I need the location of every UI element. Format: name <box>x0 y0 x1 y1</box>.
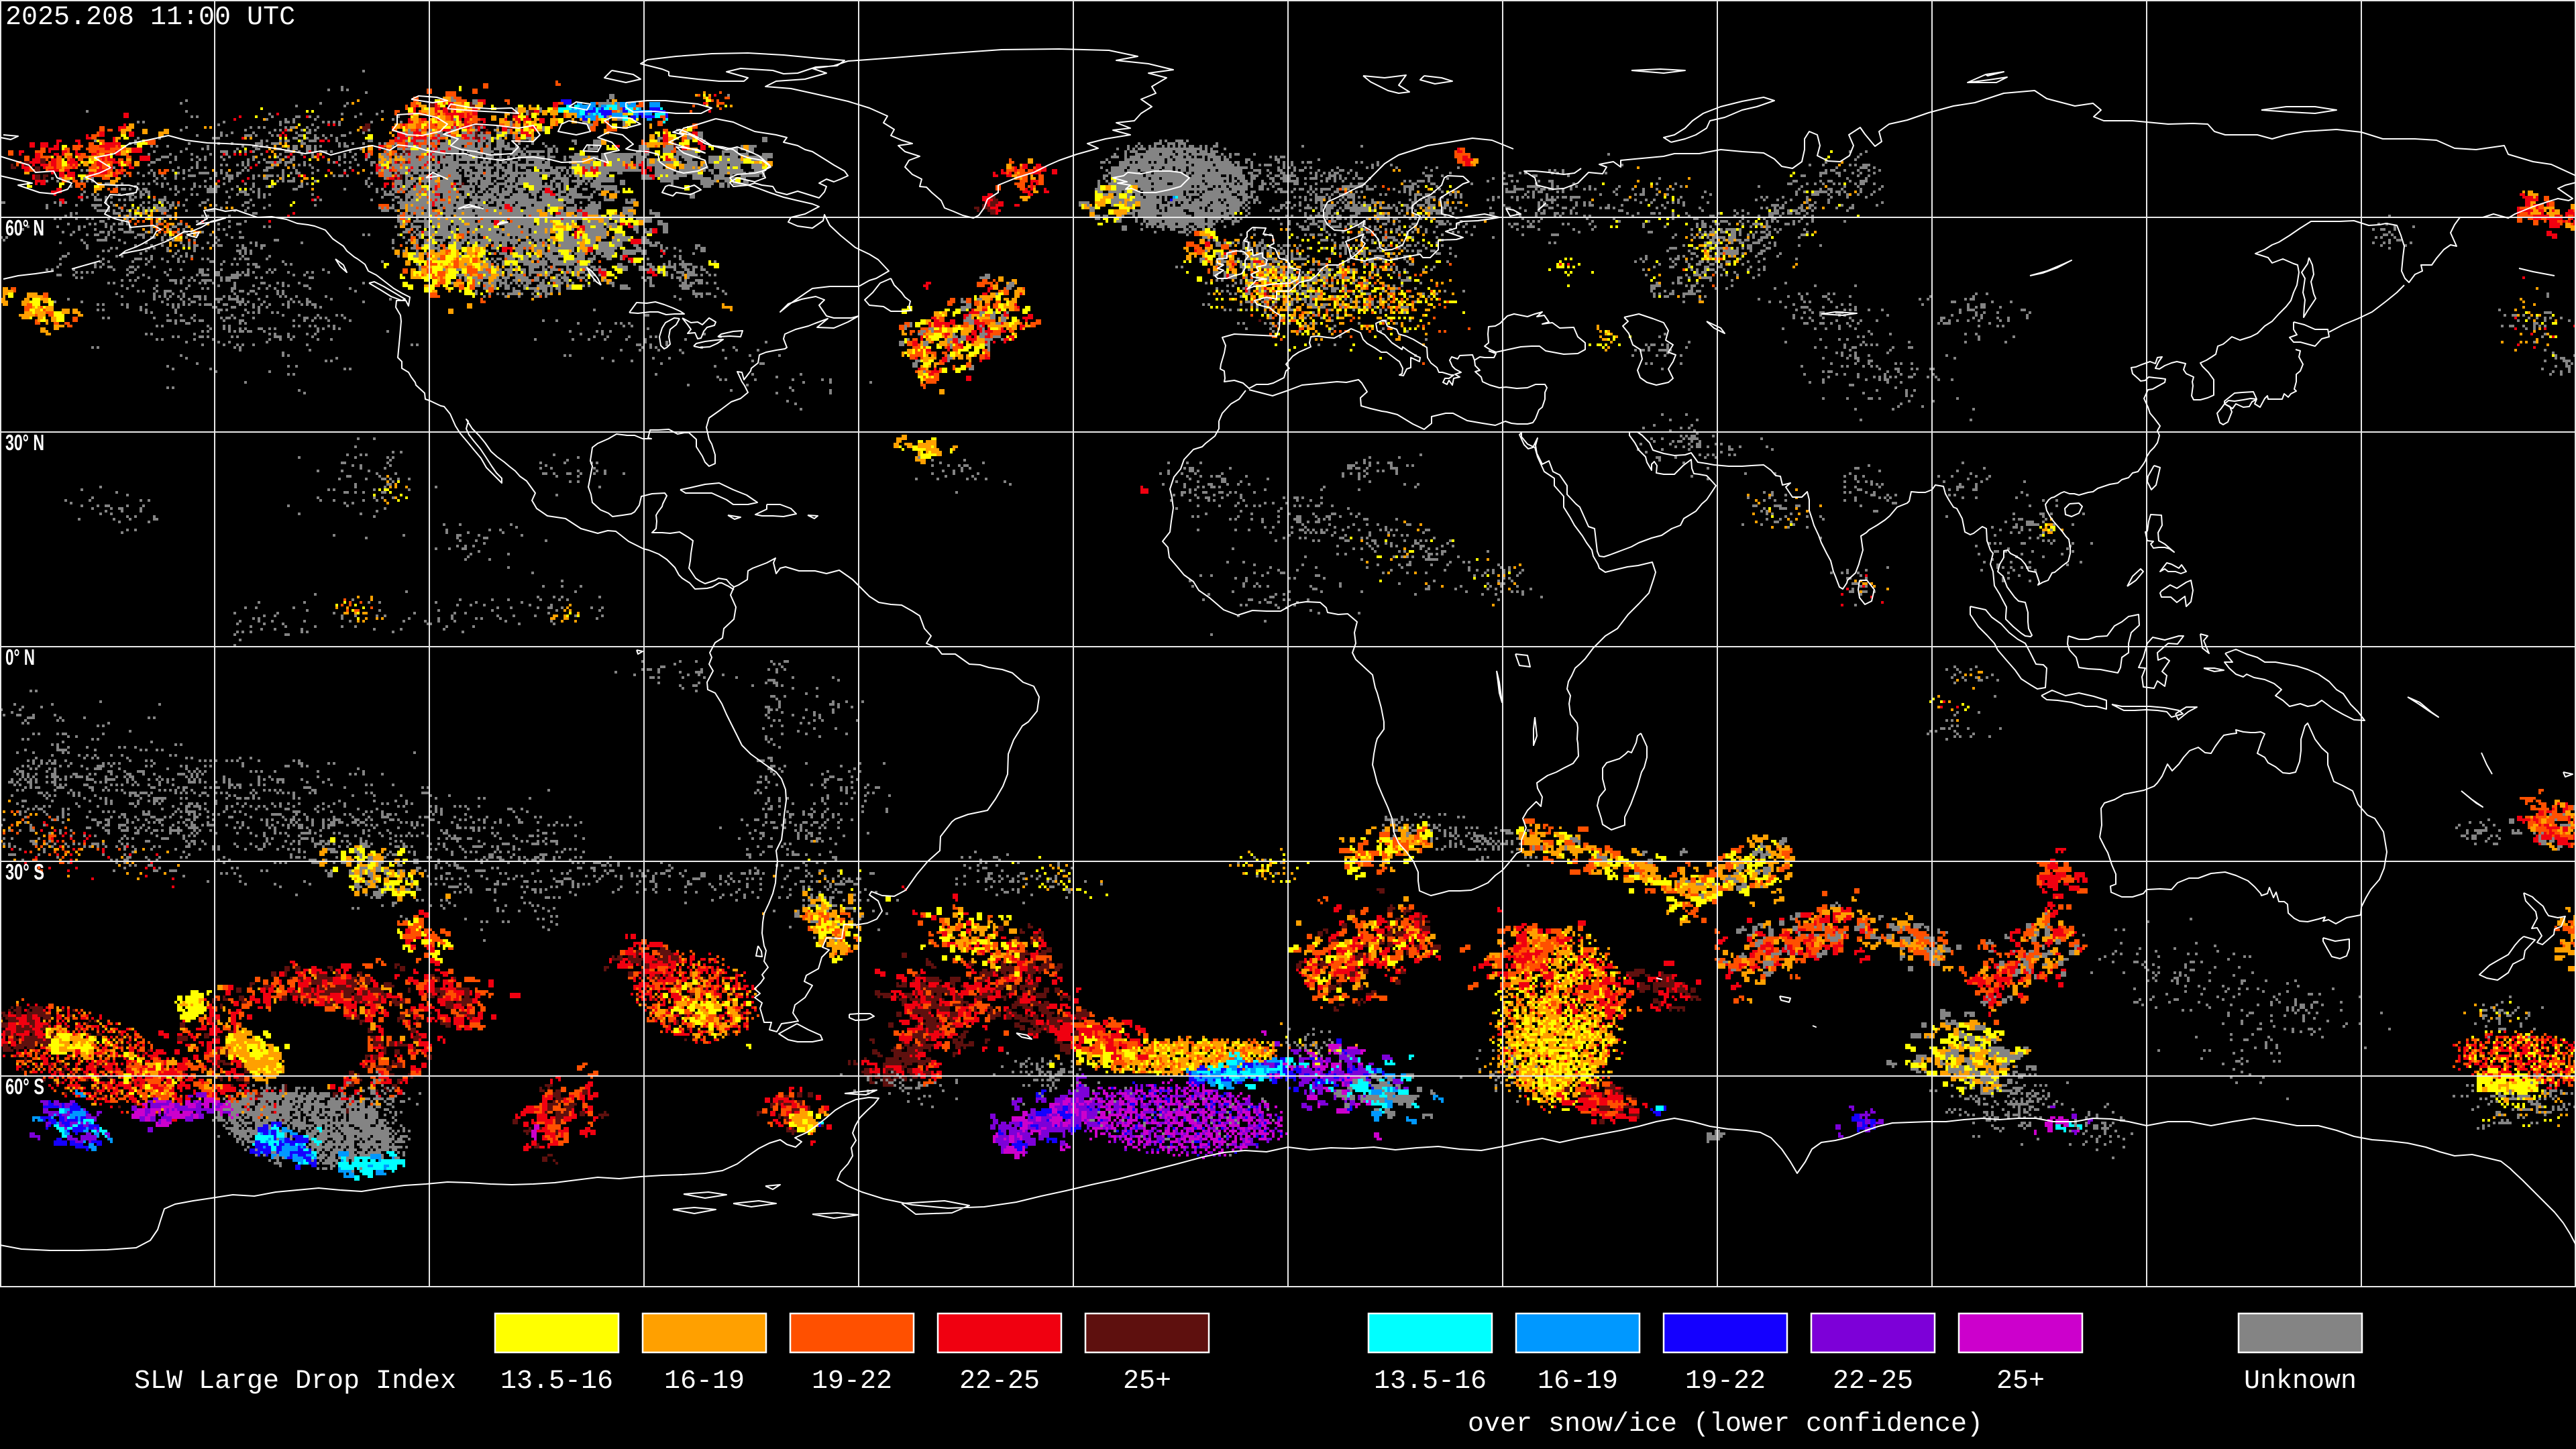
svg-text:25+: 25+ <box>1996 1366 2045 1397</box>
svg-text:16-19: 16-19 <box>664 1366 745 1397</box>
svg-text:13.5-16: 13.5-16 <box>1374 1366 1487 1397</box>
svg-text:22-25: 22-25 <box>1833 1366 1913 1397</box>
svg-text:30° N: 30° N <box>5 430 44 455</box>
svg-text:2025.208 11:00 UTC: 2025.208 11:00 UTC <box>5 3 295 33</box>
svg-text:0° N: 0° N <box>5 645 35 669</box>
svg-text:19-22: 19-22 <box>1685 1366 1766 1397</box>
svg-text:over snow/ice (lower confidenc: over snow/ice (lower confidence) <box>1468 1409 1983 1440</box>
svg-text:13.5-16: 13.5-16 <box>500 1366 613 1397</box>
svg-text:SLW Large Drop Index: SLW Large Drop Index <box>134 1366 456 1397</box>
svg-text:30° S: 30° S <box>5 859 44 884</box>
svg-text:19-22: 19-22 <box>812 1366 892 1397</box>
svg-text:25+: 25+ <box>1123 1366 1171 1397</box>
svg-text:60° N: 60° N <box>5 215 44 240</box>
svg-text:16-19: 16-19 <box>1538 1366 1618 1397</box>
svg-text:60° S: 60° S <box>5 1074 44 1099</box>
svg-text:Unknown: Unknown <box>2244 1366 2357 1397</box>
svg-text:22-25: 22-25 <box>959 1366 1040 1397</box>
